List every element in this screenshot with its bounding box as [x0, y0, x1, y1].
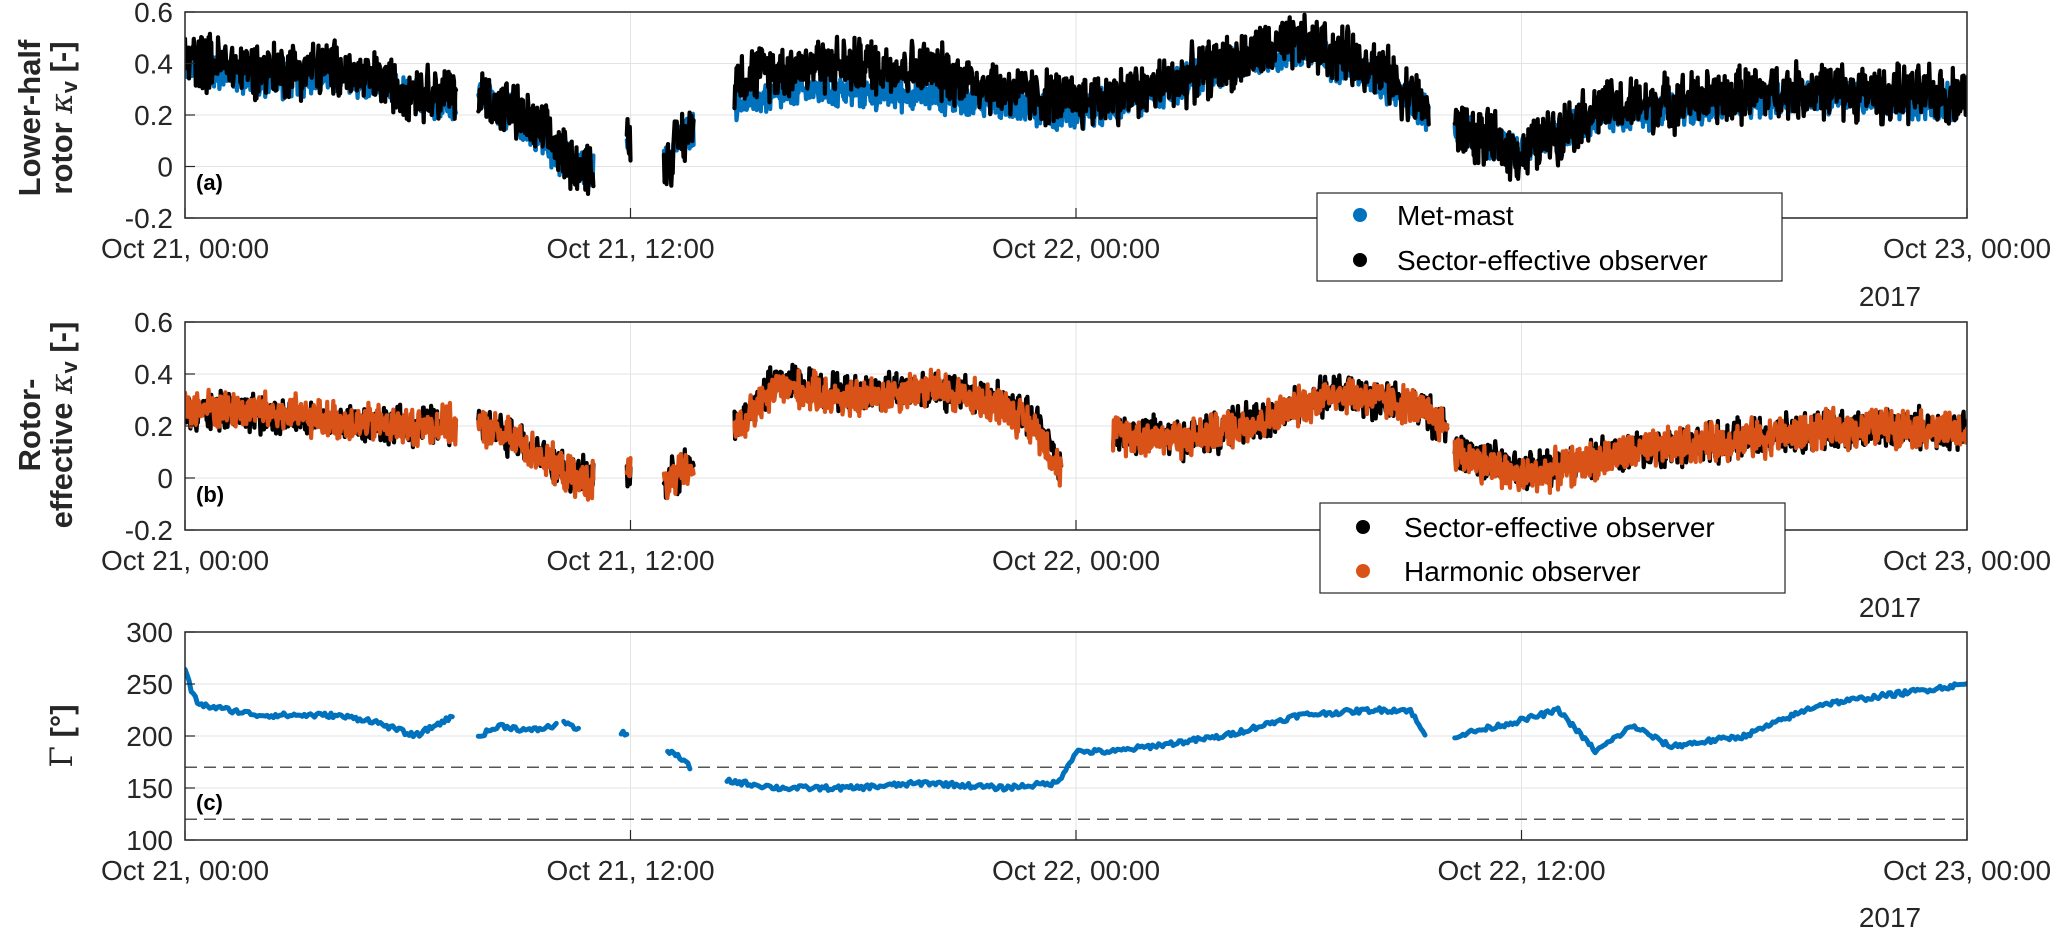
panel-b-xtick-label: Oct 23, 00:00 [1883, 545, 2051, 576]
panel-c-ytick-label: 300 [126, 617, 173, 648]
legend-marker-metmast [1353, 208, 1367, 222]
panel-c-xtick-label: Oct 21, 12:00 [546, 855, 714, 886]
panel-c-year-label: 2017 [1859, 902, 1921, 933]
panel-a-legend-box [1316, 192, 1783, 282]
series-b-harmonic-observer [476, 409, 596, 502]
panel-a-ytick-label: 0.2 [134, 100, 173, 131]
series-a-sector-effective-observer [732, 12, 1431, 131]
panel-b-legend-box [1319, 502, 1786, 594]
series-a-sector-effective-observer [661, 110, 696, 188]
panel-b-ylabel-line2: effective κv [-] [44, 322, 82, 529]
panel-b-xtick-label: Oct 21, 12:00 [546, 545, 714, 576]
panel-c-xtick-label: Oct 23, 00:00 [1883, 855, 2051, 886]
panel-b-ytick-label: -0.2 [125, 515, 173, 546]
panel-b-ylabel-line1: Rotor- [12, 379, 47, 472]
panel-a: -0.2 0 0.2 0.4 0.6 Oct 21, 00:00 Oct 21, 12:00… [12, 0, 2051, 312]
panel-a-series [185, 12, 1967, 196]
series-a-sector-effective-observer [185, 31, 459, 125]
legend-label-sector-b: Sector-effective observer [1404, 512, 1715, 543]
series-a-sector-effective-observer [476, 71, 596, 196]
legend-marker-sector-a [1353, 253, 1367, 267]
panel-c-ytick-label: 200 [126, 721, 173, 752]
panel-a-year-label: 2017 [1859, 281, 1921, 312]
panel-c: 100 150 200 250 300 Oct 21, 00:00 Oct 21, 12:0… [44, 617, 2051, 933]
panel-c-series [185, 666, 1967, 793]
series-c-gamma [561, 718, 581, 732]
panel-c-xtick-label: Oct 21, 00:00 [101, 855, 269, 886]
panel-a-legend: Met-mast Sector-effective observer [1316, 192, 1783, 282]
panel-b-xtick-label: Oct 21, 00:00 [101, 545, 269, 576]
panel-c-xtick-label: Oct 22, 00:00 [992, 855, 1160, 886]
panel-c-ytick-label: 100 [126, 825, 173, 856]
panel-a-xtick-label: Oct 21, 00:00 [101, 233, 269, 264]
panel-a-ylabel-line1: Lower-half [12, 39, 47, 196]
panel-b-ytick-label: 0 [157, 463, 173, 494]
series-a-sector-effective-observer [1452, 59, 1967, 182]
panel-c-ylabel: Γ [°] [44, 704, 80, 767]
panel-a-ytick-label: 0.6 [134, 0, 173, 28]
series-c-gamma [618, 728, 630, 738]
panel-b-ticks: -0.2 0 0.2 0.4 0.6 Oct 21, 00:00 Oct 21, 12:00… [101, 307, 2051, 576]
series-b-harmonic-observer [624, 456, 633, 479]
panel-a-ticks: -0.2 0 0.2 0.4 0.6 Oct 21, 00:00 Oct 21, 12:00… [101, 0, 2051, 264]
panel-a-xtick-label: Oct 23, 00:00 [1883, 233, 2051, 264]
panel-b-legend: Sector-effective observer Harmonic obser… [1319, 502, 1786, 594]
panel-c-label: (c) [196, 790, 223, 815]
series-b-harmonic-observer [1110, 377, 1450, 462]
series-c-gamma [475, 720, 559, 739]
panel-c-grid [184, 631, 1968, 841]
legend-label-harmonic: Harmonic observer [1404, 556, 1641, 587]
panel-c-ytick-label: 250 [126, 669, 173, 700]
panel-a-ylabel-line2: rotor κv [-] [44, 41, 82, 194]
panel-b-ytick-label: 0.2 [134, 411, 173, 442]
panel-b-label: (b) [196, 482, 224, 507]
panel-b-ytick-label: 0.4 [134, 359, 173, 390]
series-a-sector-effective-observer [624, 116, 633, 163]
panel-b-year-label: 2017 [1859, 592, 1921, 623]
series-b-harmonic-observer [732, 367, 1064, 488]
panel-a-ytick-label: -0.2 [125, 203, 173, 234]
series-b-harmonic-observer [1452, 405, 1967, 495]
panel-c-reference-lines [185, 766, 1967, 820]
series-c-gamma [185, 666, 455, 740]
panel-b-xtick-label: Oct 22, 00:00 [992, 545, 1160, 576]
series-c-gamma [1452, 681, 1967, 756]
legend-marker-harmonic [1356, 564, 1370, 578]
panel-a-xtick-label: Oct 21, 12:00 [546, 233, 714, 264]
panel-a-label: (a) [196, 170, 223, 195]
panel-b-series [185, 362, 1967, 502]
panel-c-ytick-label: 150 [126, 773, 173, 804]
panel-b-ytick-label: 0.6 [134, 307, 173, 338]
series-c-gamma [665, 748, 693, 772]
panel-a-ytick-label: 0 [157, 152, 173, 183]
panel-b: -0.2 0 0.2 0.4 0.6 Oct 21, 00:00 Oct 21, 12:00… [12, 307, 2051, 623]
series-c-gamma [724, 705, 1428, 793]
legend-marker-sector-b [1356, 520, 1370, 534]
series-b-harmonic-observer [185, 387, 459, 449]
panel-a-ytick-label: 0.4 [134, 49, 173, 80]
panel-c-ticks: 100 150 200 250 300 Oct 21, 00:00 Oct 21, 12:0… [101, 617, 2051, 886]
panel-c-xtick-label: Oct 22, 12:00 [1437, 855, 1605, 886]
legend-label-metmast: Met-mast [1397, 200, 1514, 231]
panel-a-xtick-label: Oct 22, 00:00 [992, 233, 1160, 264]
legend-label-sector-a: Sector-effective observer [1397, 245, 1708, 276]
series-b-harmonic-observer [661, 451, 696, 501]
